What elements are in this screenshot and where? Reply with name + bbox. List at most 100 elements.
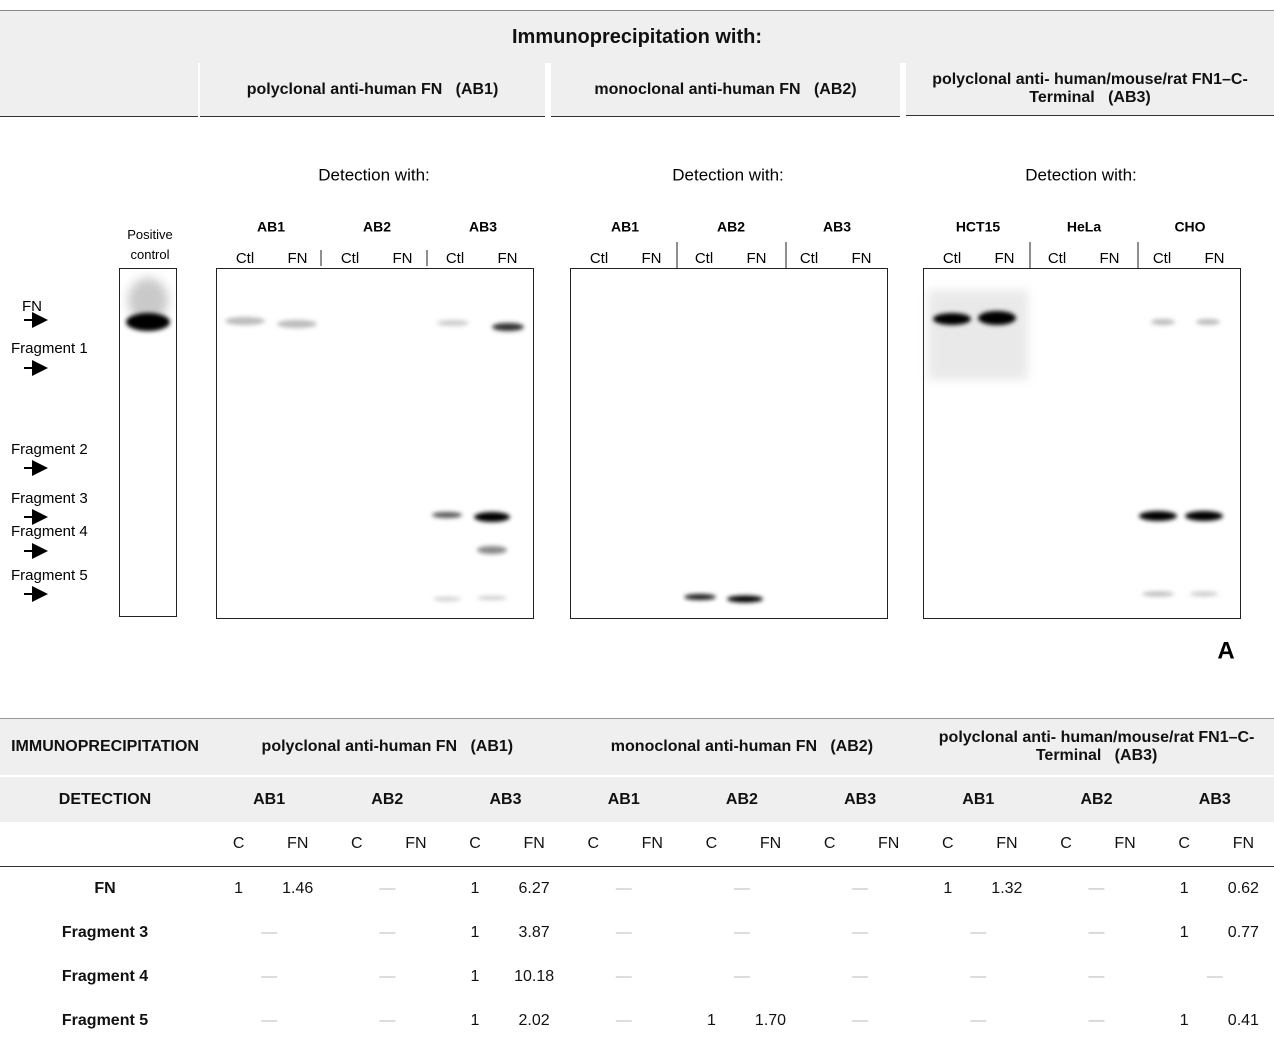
empty-cell: — (1037, 955, 1155, 999)
lane-header: FN (385, 822, 446, 867)
empty-cell: — (328, 911, 446, 955)
lane-label: FN (498, 250, 518, 267)
value-cell: 1 (446, 955, 503, 999)
detection-label: Detection with: (672, 165, 784, 184)
group-label: HeLa (1067, 219, 1101, 235)
detection-header: AB1 (919, 776, 1037, 822)
lane-label: FN (995, 250, 1015, 267)
value-cell: 0.77 (1213, 911, 1274, 955)
page: Immunoprecipitation with: polyclonal ant… (0, 0, 1274, 1039)
detection-header: AB2 (328, 776, 446, 822)
marker-label: Fragment 1 (11, 340, 88, 357)
empty-cell: — (328, 999, 446, 1043)
empty-cell: — (1037, 911, 1155, 955)
row-label: Fragment 4 (0, 955, 210, 999)
value-cell: 1 (1156, 911, 1213, 955)
value-cell: 10.18 (504, 955, 565, 999)
marker-label: FN (22, 298, 42, 315)
lane-label: Ctl (800, 250, 818, 267)
group-label: AB1 (257, 219, 285, 235)
lane-label: Ctl (446, 250, 464, 267)
empty-cell: — (210, 955, 328, 999)
empty-cell: — (328, 955, 446, 999)
value-cell: 1 (683, 999, 740, 1043)
empty-cell: — (919, 999, 1037, 1043)
value-cell: 3.87 (504, 911, 565, 955)
empty-cell: — (565, 911, 683, 955)
value-cell: 1 (210, 867, 267, 912)
empty-cell: — (801, 955, 919, 999)
empty-cell: — (565, 999, 683, 1043)
detection-header: AB1 (565, 776, 683, 822)
group-label: AB3 (823, 219, 851, 235)
empty-cell: — (565, 955, 683, 999)
empty-cell: — (919, 911, 1037, 955)
empty-cell: — (683, 867, 801, 912)
empty-cell: — (565, 867, 683, 912)
group-label: CHO (1174, 219, 1205, 235)
group-label: AB2 (717, 219, 745, 235)
value-cell: 0.41 (1213, 999, 1274, 1043)
lane-label: FN (288, 250, 308, 267)
marker-label: Fragment 4 (11, 523, 88, 540)
empty-cell: — (801, 911, 919, 955)
detection-label: Detection with: (1025, 165, 1137, 184)
lane-label: Ctl (341, 250, 359, 267)
empty-cell: — (919, 955, 1037, 999)
lane-label: FN (642, 250, 662, 267)
lane-label: FN (393, 250, 413, 267)
lane-label: Ctl (695, 250, 713, 267)
detection-header: AB2 (1037, 776, 1155, 822)
lane-header: FN (976, 822, 1037, 867)
value-cell: 1.32 (976, 867, 1037, 912)
lane-label: Ctl (943, 250, 961, 267)
lane-label: FN (1100, 250, 1120, 267)
empty-cell: — (210, 911, 328, 955)
lane-header: FN (622, 822, 683, 867)
group-header: polyclonal anti-human FN (AB1) (210, 719, 565, 777)
detection-header: AB3 (446, 776, 564, 822)
lane-label: FN (1205, 250, 1225, 267)
value-cell: 2.02 (504, 999, 565, 1043)
group-label: HCT15 (956, 219, 1001, 235)
empty-cell: — (801, 867, 919, 912)
row-header: IMMUNOPRECIPITATION (0, 719, 210, 777)
group-label: AB1 (611, 219, 639, 235)
lane-header: C (328, 822, 385, 867)
lane-label: Ctl (590, 250, 608, 267)
panel-label: A (1217, 637, 1234, 664)
value-cell: 1 (919, 867, 976, 912)
empty-cell: — (801, 999, 919, 1043)
marker-label: Fragment 2 (11, 441, 88, 458)
lane-label: FN (852, 250, 872, 267)
value-cell: 1 (1156, 999, 1213, 1043)
lane-header: C (210, 822, 267, 867)
detection-label: Detection with: (318, 165, 430, 184)
empty-cell: — (328, 867, 446, 912)
detection-header: AB1 (210, 776, 328, 822)
lane-header: FN (267, 822, 328, 867)
lane-header: FN (504, 822, 565, 867)
lane-header: C (1156, 822, 1213, 867)
group-header: monoclonal anti-human FN (AB2) (565, 719, 920, 777)
value-cell: 1.46 (267, 867, 328, 912)
empty-cell: — (683, 911, 801, 955)
row-label: Fragment 5 (0, 999, 210, 1043)
lane-label: Ctl (1048, 250, 1066, 267)
group-label: AB2 (363, 219, 391, 235)
marker-label: Fragment 3 (11, 490, 88, 507)
value-cell: 1 (446, 999, 503, 1043)
lane-header: FN (858, 822, 919, 867)
empty-cell: — (1156, 955, 1274, 999)
lane-separators (321, 242, 1138, 268)
value-cell: 1 (446, 867, 503, 912)
row-label: Fragment 3 (0, 911, 210, 955)
